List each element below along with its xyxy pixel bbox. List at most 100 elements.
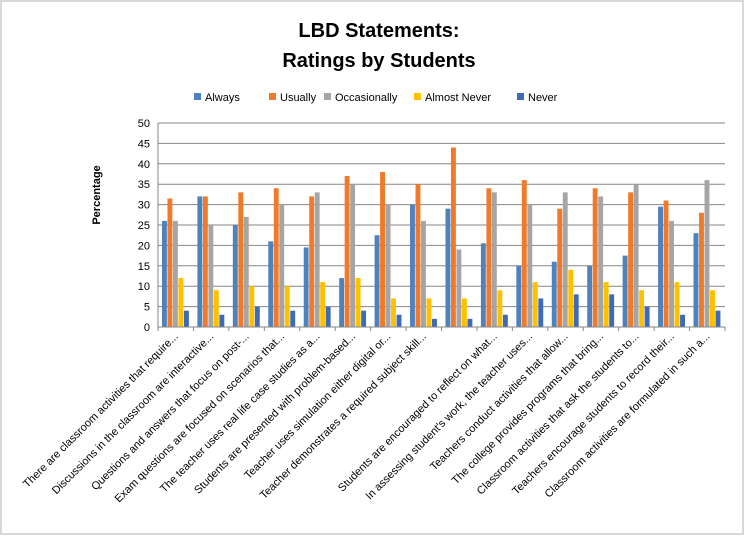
bar-usually <box>450 147 456 327</box>
bar-always <box>303 247 309 327</box>
legend-swatch <box>269 93 276 100</box>
bar-usually <box>486 188 492 327</box>
bar-always <box>197 196 203 327</box>
bar-almost-never <box>355 278 361 327</box>
bar-never <box>290 310 296 327</box>
bar-almost-never <box>249 286 255 327</box>
bar-almost-never <box>461 298 467 327</box>
bar-occasionally <box>669 220 674 327</box>
bar-occasionally <box>633 184 639 327</box>
bar-never <box>432 318 437 327</box>
bar-occasionally <box>456 249 462 327</box>
legend-swatch <box>517 93 524 100</box>
bar-never <box>502 314 508 327</box>
y-tick-label: 10 <box>138 281 150 293</box>
bar-always <box>410 204 415 327</box>
bar-never <box>715 310 721 327</box>
y-tick-label: 15 <box>138 261 150 273</box>
bar-occasionally <box>421 220 426 327</box>
bar-occasionally <box>562 192 568 327</box>
bar-always <box>445 208 451 327</box>
bar-occasionally <box>385 204 391 327</box>
bar-usually <box>628 192 634 327</box>
legend: Always Usually Occasionally Almost Never Nev… <box>194 92 558 104</box>
bar-almost-never <box>284 286 290 327</box>
y-tick-label: 5 <box>144 302 150 314</box>
y-tick-label: 45 <box>138 138 150 150</box>
x-tick-label: Classroom activities are formulated in s… <box>543 331 713 501</box>
bar-never <box>254 306 260 327</box>
legend-label: Usually <box>280 92 317 104</box>
bar-almost-never <box>674 282 680 327</box>
legend-swatch <box>414 93 421 100</box>
bar-almost-never <box>426 298 432 327</box>
bar-usually <box>380 171 385 327</box>
bar-always <box>693 233 699 327</box>
bar-usually <box>557 208 563 327</box>
bar-occasionally <box>704 180 710 327</box>
bar-usually <box>273 188 279 327</box>
bar-usually <box>309 196 315 327</box>
bar-never <box>467 318 473 327</box>
bar-almost-never <box>639 290 645 327</box>
bar-usually <box>344 176 350 327</box>
y-tick-label: 20 <box>138 240 150 252</box>
legend-swatch <box>324 93 331 100</box>
bar-occasionally <box>598 196 604 327</box>
bar-occasionally <box>527 204 533 327</box>
bar-occasionally <box>279 204 285 327</box>
x-tick-label: Teacher demonstrates a required subject … <box>258 331 429 502</box>
bar-almost-never <box>320 282 326 327</box>
bar-usually <box>415 184 421 327</box>
bar-never <box>396 314 402 327</box>
bar-always <box>374 235 380 327</box>
legend-swatch <box>194 93 201 100</box>
bar-never <box>183 310 189 327</box>
y-tick-label: 0 <box>144 322 150 334</box>
bar-never <box>573 294 579 327</box>
bar-usually <box>663 200 669 327</box>
bar-occasionally <box>314 192 320 327</box>
y-axis-label: Percentage <box>91 165 103 224</box>
bar-almost-never <box>497 290 503 327</box>
bar-usually <box>699 212 704 327</box>
bar-almost-never <box>532 282 538 327</box>
bar-always <box>480 243 486 327</box>
bar-almost-never <box>391 298 396 327</box>
bar-never <box>325 306 331 327</box>
y-tick-label: 25 <box>138 220 150 232</box>
legend-label: Never <box>528 92 558 104</box>
bar-never <box>644 306 650 327</box>
y-tick-label: 50 <box>138 118 150 130</box>
chart-title-line-1: LBD Statements: <box>298 20 459 42</box>
bar-almost-never <box>568 269 574 327</box>
bar-almost-never <box>603 282 609 327</box>
y-tick-label: 30 <box>138 200 150 212</box>
bar-always <box>658 206 663 327</box>
bar-never <box>680 314 685 327</box>
bar-never <box>538 298 544 327</box>
bar-always <box>232 225 238 327</box>
y-tick-label: 40 <box>138 159 150 171</box>
bar-occasionally <box>491 192 497 327</box>
bar-usually <box>167 198 173 327</box>
x-tick-label: Teachers encourage students to record th… <box>510 331 677 498</box>
bar-almost-never <box>710 290 715 327</box>
legend-label: Always <box>205 92 240 104</box>
legend-label: Occasionally <box>335 92 398 104</box>
bar-usually <box>592 188 598 327</box>
bar-always <box>587 265 593 327</box>
bar-never <box>361 310 367 327</box>
bar-usually <box>202 196 208 327</box>
bar-occasionally <box>243 216 249 327</box>
x-tick-label: Discussions in the classroom are interac… <box>50 331 216 497</box>
bar-always <box>516 265 522 327</box>
bar-occasionally <box>208 225 214 327</box>
bar-usually <box>238 192 244 327</box>
bar-always <box>339 278 345 327</box>
bar-never <box>219 314 225 327</box>
x-tick-label: Classroom activities that ask the studen… <box>475 331 642 498</box>
bar-never <box>609 294 615 327</box>
